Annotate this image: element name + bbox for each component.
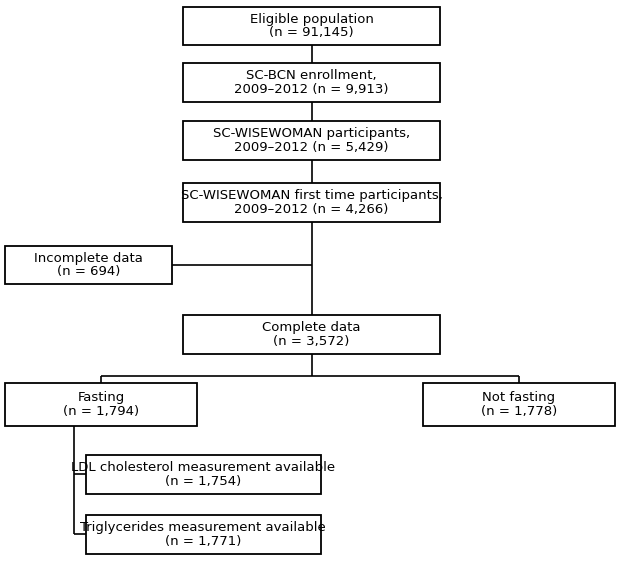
Text: (n = 91,145): (n = 91,145) (269, 27, 354, 39)
FancyBboxPatch shape (5, 246, 172, 284)
Text: (n = 1,794): (n = 1,794) (63, 405, 139, 418)
Text: 2009–2012 (n = 4,266): 2009–2012 (n = 4,266) (234, 203, 389, 216)
Text: Not fasting: Not fasting (482, 391, 556, 404)
FancyBboxPatch shape (423, 383, 615, 426)
Text: SC-WISEWOMAN first time participants,: SC-WISEWOMAN first time participants, (180, 190, 443, 202)
FancyBboxPatch shape (86, 455, 321, 494)
FancyBboxPatch shape (5, 383, 197, 426)
Text: 2009–2012 (n = 5,429): 2009–2012 (n = 5,429) (234, 141, 389, 153)
Text: Complete data: Complete data (262, 321, 361, 334)
Text: Eligible population: Eligible population (250, 13, 373, 25)
FancyBboxPatch shape (86, 515, 321, 554)
FancyBboxPatch shape (183, 183, 440, 222)
Text: Triglycerides measurement available: Triglycerides measurement available (81, 521, 326, 534)
Text: (n = 694): (n = 694) (57, 265, 120, 278)
Text: SC-WISEWOMAN participants,: SC-WISEWOMAN participants, (213, 127, 410, 140)
FancyBboxPatch shape (183, 63, 440, 102)
Text: (n = 1,778): (n = 1,778) (481, 405, 557, 418)
Text: (n = 1,771): (n = 1,771) (165, 535, 242, 547)
Text: LDL cholesterol measurement available: LDL cholesterol measurement available (71, 461, 335, 474)
Text: SC-BCN enrollment,: SC-BCN enrollment, (246, 70, 377, 82)
Text: Incomplete data: Incomplete data (34, 252, 143, 264)
Text: (n = 3,572): (n = 3,572) (273, 335, 350, 348)
FancyBboxPatch shape (183, 121, 440, 160)
Text: 2009–2012 (n = 9,913): 2009–2012 (n = 9,913) (234, 83, 389, 96)
Text: (n = 1,754): (n = 1,754) (166, 475, 241, 487)
FancyBboxPatch shape (183, 315, 440, 354)
Text: Fasting: Fasting (78, 391, 125, 404)
FancyBboxPatch shape (183, 7, 440, 45)
